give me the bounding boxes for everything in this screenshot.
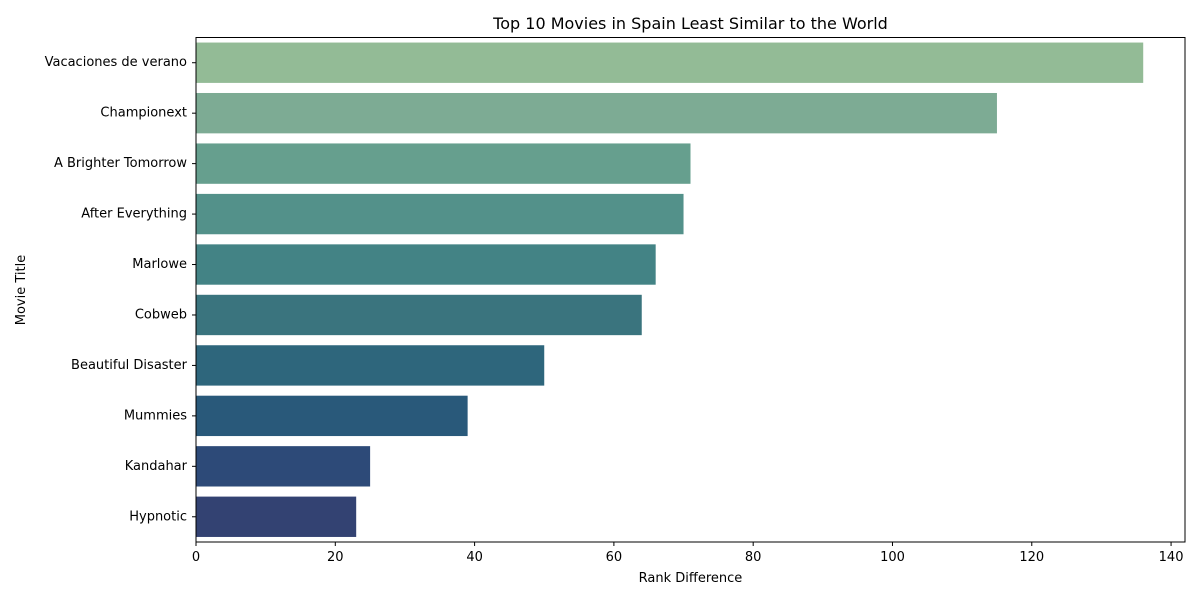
bar: [196, 345, 545, 386]
bar: [196, 92, 997, 134]
bar: [196, 42, 1144, 83]
x-tick-label: 0: [192, 550, 200, 565]
chart-title: Top 10 Movies in Spain Least Similar to …: [492, 14, 888, 33]
x-axis-label: Rank Difference: [639, 571, 743, 586]
x-tick-label: 80: [745, 550, 762, 565]
bar: [196, 244, 656, 285]
y-axis-label: Movie Title: [14, 255, 29, 325]
x-tick-label: 100: [880, 550, 905, 565]
bar: [196, 294, 642, 336]
y-tick-label: Beautiful Disaster: [71, 358, 188, 373]
y-tick-label: Mummies: [124, 408, 187, 423]
bar: [196, 395, 468, 437]
y-tick-label: Marlowe: [132, 257, 187, 272]
x-tick-label: 60: [606, 550, 623, 565]
bars-group: [196, 42, 1144, 537]
x-tick-label: 140: [1159, 550, 1184, 565]
y-tick-label: A Brighter Tomorrow: [54, 156, 187, 171]
x-tick-label: 120: [1019, 550, 1044, 565]
x-tick-label: 20: [327, 550, 344, 565]
plot-frame: [195, 37, 1186, 543]
bar: [196, 143, 691, 184]
y-tick-label: After Everything: [81, 207, 187, 222]
y-tick-label: Cobweb: [135, 307, 187, 322]
x-axis-ticks: 0 20 40 60 80 100 120 140: [192, 542, 1184, 565]
bar: [196, 193, 684, 235]
y-axis-ticks: Vacaciones de verano Championext A Brighte…: [45, 55, 196, 524]
y-tick-label: Hypnotic: [129, 509, 187, 524]
bar: [196, 496, 357, 537]
bar: [196, 446, 371, 487]
y-tick-label: Kandahar: [125, 459, 188, 474]
x-tick-label: 40: [466, 550, 483, 565]
y-tick-label: Vacaciones de verano: [45, 55, 187, 70]
y-tick-label: Championext: [100, 106, 187, 121]
